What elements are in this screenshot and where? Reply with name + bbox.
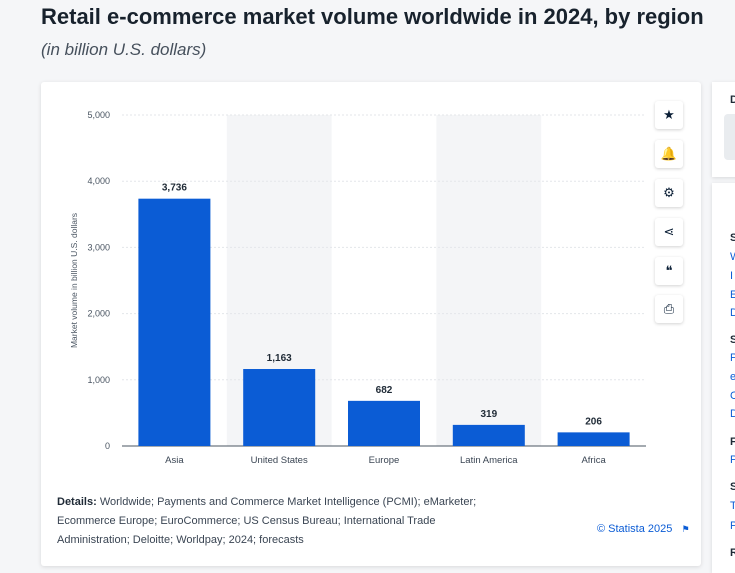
y-tick-label: 3,000 (87, 242, 110, 252)
quote-button[interactable]: ❝ (655, 257, 683, 285)
bar (452, 424, 525, 446)
sidebar-button[interactable] (724, 114, 735, 160)
y-tick-label: 0 (105, 441, 110, 451)
bar-value-label: 1,163 (267, 353, 292, 364)
sidebar-text-fragment: W (730, 251, 735, 263)
gear-button[interactable]: ⚙ (655, 179, 683, 207)
sidebar-text-fragment: R (730, 547, 735, 559)
y-tick-label: 4,000 (87, 176, 110, 186)
y-tick-label: 2,000 (87, 309, 110, 319)
bell-icon: 🔔 (660, 146, 678, 161)
x-category-label: Latin America (460, 455, 518, 466)
y-axis-label: Market volume in billion U.S. dollars (69, 213, 79, 348)
sidebar-text-fragment: C (730, 390, 735, 402)
bar (348, 400, 420, 446)
bell-button[interactable]: 🔔 (655, 140, 683, 168)
bar-value-label: 682 (376, 385, 393, 396)
y-tick-label: 5,000 (87, 110, 110, 120)
x-category-label: Europe (369, 455, 400, 466)
chart-details: Details: Worldwide; Payments and Commerc… (57, 493, 497, 550)
sidebar-text-fragment: S (730, 481, 735, 493)
bar-chart: 0 1,000 2,000 3,000 4,000 5,000 Market volume … (69, 110, 646, 466)
star-button[interactable]: ★ (655, 101, 683, 129)
sidebar-top-card: D (712, 82, 735, 177)
flag-icon: ⚑ (681, 524, 690, 534)
share-icon: ⋖ (663, 224, 675, 239)
sidebar-text-fragment: P (730, 520, 735, 532)
sidebar-text-fragment: I (730, 270, 734, 282)
gear-icon: ⚙ (663, 185, 675, 200)
sidebar-text-fragment: D (730, 408, 735, 420)
print-icon: ⎙ (663, 301, 675, 316)
bar-value-label: 319 (480, 409, 497, 420)
quote-icon: ❝ (665, 263, 673, 278)
column-stripe (436, 115, 542, 446)
sidebar-top-letter: D (730, 94, 735, 106)
sidebar-text-fragment: S (730, 334, 735, 346)
sidebar-text-fragment: S (730, 232, 735, 244)
share-button[interactable]: ⋖ (655, 218, 683, 246)
bar (557, 432, 630, 446)
sidebar-text-fragment: T (730, 500, 735, 512)
sidebar-info-card (712, 183, 735, 573)
credit-text[interactable]: © Statista 2025 (597, 523, 673, 535)
page-title: Retail e-commerce market volume worldwid… (41, 4, 704, 29)
details-label: Details: (57, 496, 97, 508)
details-text: Worldwide; Payments and Commerce Market … (57, 496, 477, 546)
star-icon: ★ (663, 107, 675, 122)
sidebar-text-fragment: E (730, 289, 735, 301)
sidebar-text-fragment: F (730, 436, 735, 448)
bar-value-label: 3,736 (162, 183, 187, 194)
sidebar-text-fragment: D (730, 307, 735, 319)
x-category-label: Africa (581, 455, 606, 466)
print-button[interactable]: ⎙ (655, 295, 683, 323)
sidebar-text-fragment: e (730, 371, 735, 383)
x-category-label: United States (251, 455, 308, 466)
chart-card: 0 1,000 2,000 3,000 4,000 5,000 Market volume … (41, 82, 701, 566)
bar (243, 369, 316, 446)
bar-value-label: 206 (585, 416, 602, 427)
sidebar-text-fragment: P (730, 352, 735, 364)
statista-credit[interactable]: © Statista 2025 ⚑ (597, 523, 690, 535)
sidebar-text-fragment: P (730, 454, 735, 466)
x-category-label: Asia (165, 455, 184, 466)
bar (138, 198, 211, 446)
page-subtitle: (in billion U.S. dollars) (41, 40, 207, 59)
y-tick-label: 1,000 (87, 375, 110, 385)
